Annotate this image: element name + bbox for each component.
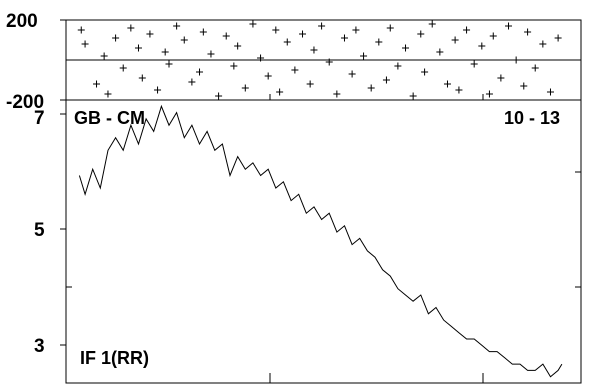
phase-point [257,54,265,62]
phase-point [340,34,348,42]
phase-point [196,68,204,76]
phase-point [318,22,326,30]
phase-point [234,42,242,50]
phase-point [360,52,368,60]
phase-point [352,26,360,34]
phase-point [264,72,272,80]
phase-point [512,56,520,64]
phase-point [455,86,463,94]
phase-point [249,20,257,28]
phase-point [104,90,112,98]
phase-point [81,40,89,48]
phase-point [463,26,471,34]
phase-point [333,90,341,98]
phase-point [394,62,402,70]
amp-tick-label-5: 5 [34,220,45,241]
phase-point [112,34,120,42]
phase-tick-label-top: 200 [6,11,38,32]
phase-point [77,26,85,34]
phase-point [520,82,528,90]
phase-point [291,66,299,74]
phase-point [478,42,486,50]
phase-points [77,20,562,100]
phase-point [173,22,181,30]
phase-point [505,22,513,30]
phase-point [276,88,284,96]
phase-point [325,58,333,66]
phase-point [207,50,215,58]
phase-point [524,28,532,36]
phase-point [310,46,318,54]
phase-point [382,76,390,84]
phase-point [470,60,478,68]
phase-point [554,34,562,42]
phase-point [428,20,436,28]
phase-point [531,64,539,72]
phase-point [402,44,410,52]
phase-point [306,80,314,88]
phase-point [241,84,249,92]
phase-point [272,26,280,34]
phase-point [215,92,223,100]
phase-point [199,28,207,36]
amplitude-frame [65,99,582,384]
phase-point [283,38,291,46]
if-label: IF 1(RR) [80,348,149,368]
phase-point [188,78,196,86]
phase-point [154,86,162,94]
phase-point [546,88,554,96]
phase-point [489,32,497,40]
phase-point [119,64,127,72]
phase-point [367,84,375,92]
phase-point [409,92,417,100]
phase-point [451,36,459,44]
phase-point [230,62,238,70]
phase-point [127,24,135,32]
phase-point [222,32,230,40]
phase-point [134,44,142,52]
phase-point [161,48,169,56]
phase-point [421,68,429,76]
phase-point [299,30,307,38]
phase-point [417,30,425,38]
amp-tick-label-7: 7 [34,108,45,129]
amplitude-series-line [78,104,563,378]
phase-point [375,38,383,46]
phase-point [539,40,547,48]
phase-point [93,80,101,88]
phase-point [165,60,173,68]
phase-point [485,90,493,98]
phase-point [386,24,394,32]
phase-point [436,48,444,56]
time-range-label: 10 - 13 [504,108,560,128]
baseline-label: GB - CM [74,108,145,128]
phase-point [348,70,356,78]
phase-point [146,30,154,38]
amp-tick-label-3: 3 [34,336,45,357]
phase-tick-label-bottom: -200 [6,92,44,113]
phase-point [138,74,146,82]
phase-point [180,36,188,44]
phase-point [497,74,505,82]
phase-point [443,80,451,88]
phase-point [100,52,108,60]
